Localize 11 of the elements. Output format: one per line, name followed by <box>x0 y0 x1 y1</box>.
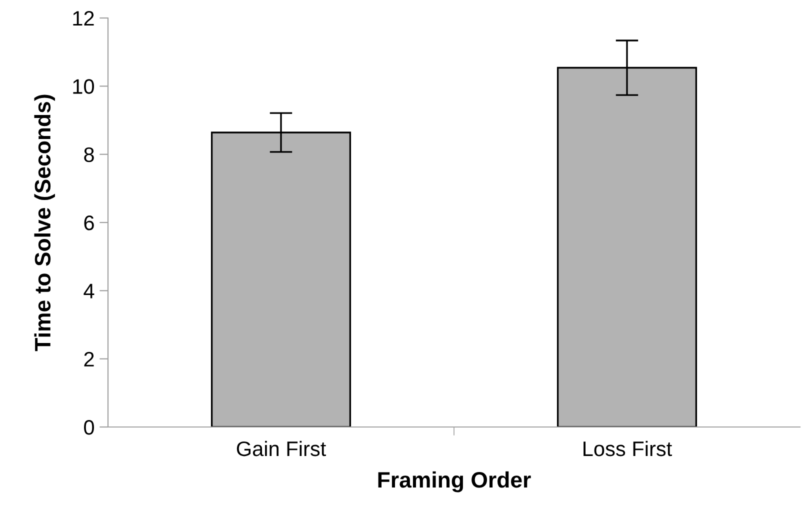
y-tick-label: 12 <box>73 11 94 26</box>
y-tick-label: 0 <box>84 420 94 435</box>
x-tick-label: Gain First <box>236 440 326 456</box>
y-tick-label: 6 <box>84 216 94 230</box>
y-axis-title: Time to Solve (Seconds) <box>34 94 55 352</box>
y-tick-label: 10 <box>73 79 94 94</box>
y-tick-label: 2 <box>84 352 94 366</box>
y-tick-label: 4 <box>84 284 94 298</box>
x-tick-label: Loss First <box>584 440 672 456</box>
y-tick-label: 8 <box>84 147 94 162</box>
x-axis-title: Framing Order <box>378 471 531 492</box>
